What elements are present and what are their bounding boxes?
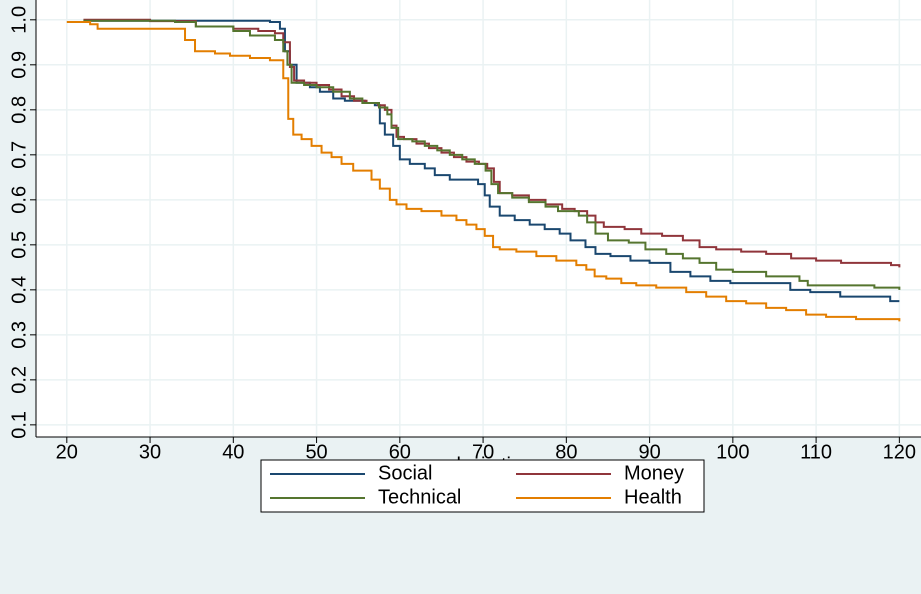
y-tick-label: 1.0 [8,6,30,34]
y-tick-label: 0.2 [8,366,30,394]
x-tick-label: 80 [555,441,577,463]
y-tick-label: 0.7 [8,141,30,169]
y-tick-label: 0.5 [8,231,30,259]
lines [66,18,901,322]
x-tick-label: 70 [472,441,494,463]
legend-box [260,459,705,513]
series-line [83,18,901,268]
y-tick-label: 0.8 [8,96,30,124]
x-tick-label: 100 [716,441,749,463]
y-tick-label: 0.4 [8,276,30,304]
series-line [66,21,901,322]
series-line [83,19,901,290]
x-tick-label: 110 [800,441,832,463]
legend-label: Social [378,462,432,484]
x-tick-label: 90 [638,441,660,463]
y-tick-label: 0.6 [8,186,30,214]
y-tick-label: 0.1 [8,411,30,439]
x-tick-label: 30 [139,441,161,463]
x-tick-label: 40 [222,441,244,463]
x-tick-label: 120 [883,441,916,463]
legend: Social Money Technical Health [270,462,684,508]
y-tick-label: 0.3 [8,321,30,349]
legend-label: Money [624,462,684,484]
axes: 20 30 40 50 60 70 80 90 100 110 120 0.1 0.2 0.3 0.4 0.5… [8,6,916,463]
legend-label: Technical [378,486,461,508]
x-tick-label: 50 [305,441,327,463]
legend-label: Health [624,486,682,508]
x-tick-label: 60 [389,441,411,463]
x-tick-label: 20 [56,441,78,463]
plot-area [36,0,921,437]
y-tick-label: 0.9 [8,51,30,79]
